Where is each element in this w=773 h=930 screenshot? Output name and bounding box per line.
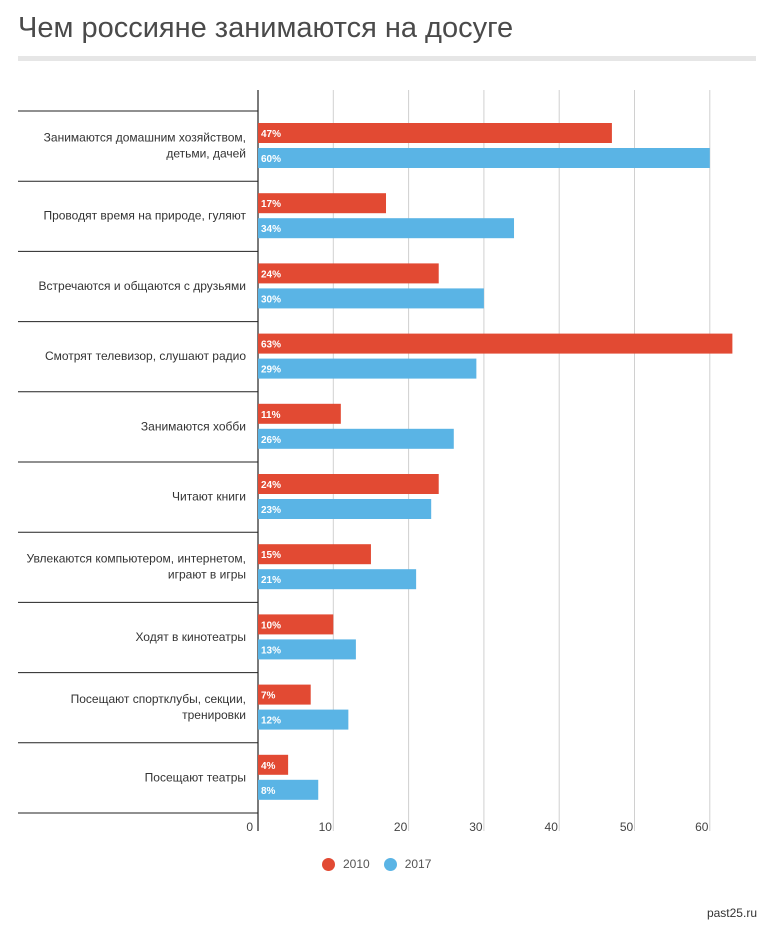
bar-2010 xyxy=(258,403,341,424)
bar-value-label: 34% xyxy=(261,224,281,235)
legend-label-2010: 2010 xyxy=(343,857,370,871)
x-tick-label: 20 xyxy=(394,820,408,834)
legend-item-2017: 2017 xyxy=(383,857,432,871)
category-label: Встречаются и общаются с друзьями xyxy=(39,279,246,293)
category-label: Посещают спортклубы, секции, xyxy=(71,692,246,706)
bar-value-label: 12% xyxy=(261,716,281,727)
x-tick-label: 0 xyxy=(246,820,253,834)
x-tick-label: 30 xyxy=(469,820,483,834)
x-tick-label: 10 xyxy=(319,820,333,834)
category-label: играют в игры xyxy=(168,568,246,582)
bar-value-label: 15% xyxy=(261,550,281,561)
bar-value-label: 10% xyxy=(261,620,281,631)
bar-value-label: 29% xyxy=(261,365,281,376)
bar-value-label: 24% xyxy=(261,269,281,280)
bar-2010 xyxy=(258,474,439,494)
bar-value-label: 21% xyxy=(261,575,281,586)
bar-2010 xyxy=(258,754,289,775)
bar-value-label: 47% xyxy=(261,129,281,140)
legend: 2010 2017 xyxy=(322,857,445,871)
bar-value-label: 8% xyxy=(261,786,276,797)
bar-2010 xyxy=(258,333,733,354)
title-divider xyxy=(18,56,756,61)
bar-2017 xyxy=(258,709,349,730)
bar-value-label: 17% xyxy=(261,199,281,210)
category-label: тренировки xyxy=(182,708,246,722)
bar-value-label: 60% xyxy=(261,154,281,165)
bar-2017 xyxy=(258,358,477,379)
legend-swatch-2010 xyxy=(322,857,335,871)
bar-2017 xyxy=(258,639,356,660)
bar-value-label: 24% xyxy=(261,480,281,491)
bar-value-label: 11% xyxy=(261,410,281,421)
bar-value-label: 26% xyxy=(261,435,281,446)
category-label: детьми, дачей xyxy=(166,147,246,161)
x-tick-label: 60 xyxy=(695,820,709,834)
bar-value-label: 7% xyxy=(261,691,276,702)
bar-2010 xyxy=(258,684,311,705)
x-tick-label: 40 xyxy=(545,820,559,834)
category-label: Посещают театры xyxy=(145,770,246,784)
bar-2017 xyxy=(258,779,319,800)
bar-2010 xyxy=(258,123,612,143)
x-tick-label: 50 xyxy=(620,820,634,834)
legend-item-2010: 2010 xyxy=(322,857,370,871)
legend-label-2017: 2017 xyxy=(404,857,432,871)
bar-value-label: 23% xyxy=(261,505,281,516)
bar-2017 xyxy=(258,428,454,449)
bar-2017 xyxy=(258,569,417,590)
category-label: Читают книги xyxy=(172,490,246,504)
category-label: Ходят в кинотеатры xyxy=(135,630,246,644)
bar-2010 xyxy=(258,614,334,635)
bar-chart: 0 10 20 30 40 50 60 47% 60% Занимаются домашним х… xyxy=(18,90,733,834)
bar-2017 xyxy=(258,499,432,519)
category-label: Занимаются домашним хозяйством, xyxy=(44,131,246,145)
category-label: Проводят время на природе, гуляют xyxy=(43,209,246,223)
bar-value-label: 13% xyxy=(261,645,281,656)
bar-value-label: 63% xyxy=(261,340,281,351)
category-label: Смотрят телевизор, слушают радио xyxy=(45,349,246,363)
bar-value-label: 4% xyxy=(261,761,276,772)
category-label: Занимаются хобби xyxy=(141,419,246,433)
chart-title: Чем россияне занимаются на досуге xyxy=(18,12,514,44)
bar-2017 xyxy=(258,218,515,239)
bar-2017 xyxy=(258,288,484,309)
bar-2010 xyxy=(258,544,371,565)
bar-2010 xyxy=(258,263,439,284)
category-label: Увлекаются компьютером, интернетом, xyxy=(27,552,247,566)
bar-2010 xyxy=(258,193,387,214)
bar-value-label: 30% xyxy=(261,294,281,305)
bar-2017 xyxy=(258,148,710,168)
source-credit: past25.ru xyxy=(706,906,757,920)
legend-swatch-2017 xyxy=(383,857,397,871)
